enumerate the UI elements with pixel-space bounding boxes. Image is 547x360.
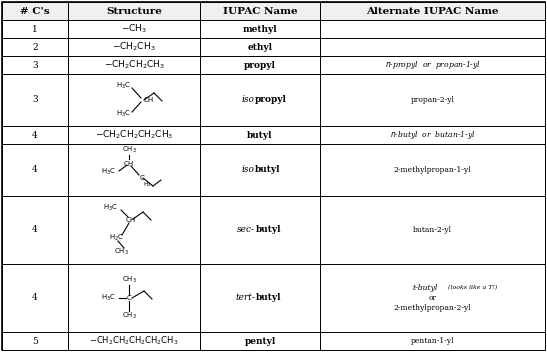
Text: butyl: butyl <box>247 130 273 139</box>
Text: (looks like a T!): (looks like a T!) <box>447 285 497 291</box>
Text: $\mathrm{C}$: $\mathrm{C}$ <box>139 174 145 183</box>
Text: Structure: Structure <box>106 6 162 15</box>
Text: $\mathrm{CH}$: $\mathrm{CH}$ <box>143 95 154 104</box>
Bar <box>320 2 545 20</box>
Text: $\mathrm{CH}$: $\mathrm{CH}$ <box>123 158 135 167</box>
Text: sec-: sec- <box>237 225 255 234</box>
Text: butyl: butyl <box>256 225 282 234</box>
Text: $\mathrm{C}$: $\mathrm{C}$ <box>126 293 132 302</box>
Text: 2-methylpropan-1-yl: 2-methylpropan-1-yl <box>394 166 472 174</box>
Bar <box>2 56 68 74</box>
Bar <box>200 126 320 144</box>
Text: 1: 1 <box>32 24 38 33</box>
Text: 3: 3 <box>32 95 38 104</box>
Text: $n$-butyl  or  butan-1-yl: $n$-butyl or butan-1-yl <box>389 129 475 141</box>
Text: butyl: butyl <box>255 166 281 175</box>
Bar <box>68 264 200 332</box>
Bar <box>200 196 320 264</box>
Bar <box>200 332 320 350</box>
Text: 2-methylpropan-2-yl: 2-methylpropan-2-yl <box>394 304 472 312</box>
Bar <box>68 126 200 144</box>
Text: 2: 2 <box>32 42 38 51</box>
Text: 3: 3 <box>32 60 38 69</box>
Text: 4: 4 <box>32 225 38 234</box>
Text: $\mathrm{H_3C}$: $\mathrm{H_3C}$ <box>101 293 117 303</box>
Bar <box>200 74 320 126</box>
Bar <box>68 20 200 38</box>
Text: butyl: butyl <box>256 293 282 302</box>
Bar <box>320 196 545 264</box>
Text: Alternate IUPAC Name: Alternate IUPAC Name <box>366 6 499 15</box>
Text: methyl: methyl <box>243 24 277 33</box>
Text: iso: iso <box>241 166 254 175</box>
Bar <box>200 144 320 196</box>
Bar <box>68 144 200 196</box>
Text: $\mathrm{H_3C}$: $\mathrm{H_3C}$ <box>117 109 131 119</box>
Text: pentyl: pentyl <box>245 337 276 346</box>
Text: $\mathrm{CH_3}$: $\mathrm{CH_3}$ <box>121 275 136 285</box>
Bar <box>2 332 68 350</box>
Bar <box>320 38 545 56</box>
Bar <box>320 264 545 332</box>
Bar <box>200 56 320 74</box>
Bar <box>320 144 545 196</box>
Bar <box>2 20 68 38</box>
Text: or: or <box>428 294 437 302</box>
Text: butan-2-yl: butan-2-yl <box>413 226 452 234</box>
Text: $-\mathrm{CH_2CH_2CH_3}$: $-\mathrm{CH_2CH_2CH_3}$ <box>103 59 165 71</box>
Bar <box>68 2 200 20</box>
Bar <box>200 20 320 38</box>
Text: $n$-propyl  or  propan-1-yl: $n$-propyl or propan-1-yl <box>385 59 480 71</box>
Bar <box>68 38 200 56</box>
Text: $\mathrm{CH_3}$: $\mathrm{CH_3}$ <box>121 311 136 321</box>
Bar <box>2 264 68 332</box>
Text: pentan-1-yl: pentan-1-yl <box>411 337 454 345</box>
Bar <box>320 332 545 350</box>
Text: # C's: # C's <box>20 6 50 15</box>
Bar <box>2 126 68 144</box>
Bar <box>2 196 68 264</box>
Text: 4: 4 <box>32 130 38 139</box>
Text: tert-: tert- <box>235 293 255 302</box>
Bar <box>320 126 545 144</box>
Text: 4: 4 <box>32 166 38 175</box>
Bar <box>320 56 545 74</box>
Bar <box>2 74 68 126</box>
Text: $-\mathrm{CH_2CH_2CH_2CH_3}$: $-\mathrm{CH_2CH_2CH_2CH_3}$ <box>95 129 173 141</box>
Text: $\mathrm{CH_3}$: $\mathrm{CH_3}$ <box>114 247 129 257</box>
Text: ethyl: ethyl <box>247 42 272 51</box>
Text: propan-2-yl: propan-2-yl <box>411 96 455 104</box>
Bar <box>2 144 68 196</box>
Text: propyl: propyl <box>255 95 287 104</box>
Bar <box>200 2 320 20</box>
Text: $-\mathrm{CH_3}$: $-\mathrm{CH_3}$ <box>121 23 147 35</box>
Bar <box>68 196 200 264</box>
Bar <box>2 38 68 56</box>
Bar <box>200 264 320 332</box>
Text: 4: 4 <box>32 293 38 302</box>
Text: $\mathrm{CH}$: $\mathrm{CH}$ <box>125 216 137 225</box>
Text: t-butyl: t-butyl <box>412 284 438 292</box>
Text: $-\mathrm{CH_2CH_3}$: $-\mathrm{CH_2CH_3}$ <box>112 41 156 53</box>
Text: iso: iso <box>241 95 254 104</box>
Bar <box>68 332 200 350</box>
Text: $\mathrm{H_3C}$: $\mathrm{H_3C}$ <box>117 81 131 91</box>
Text: $\mathrm{H_2C}$: $\mathrm{H_2C}$ <box>109 233 125 243</box>
Text: $\mathrm{H_3C}$: $\mathrm{H_3C}$ <box>103 203 119 213</box>
Bar <box>320 74 545 126</box>
Text: $\mathrm{H_2}$: $\mathrm{H_2}$ <box>143 181 153 189</box>
Text: propyl: propyl <box>244 60 276 69</box>
Bar <box>2 2 68 20</box>
Text: 5: 5 <box>32 337 38 346</box>
Text: IUPAC Name: IUPAC Name <box>223 6 298 15</box>
Text: $\mathrm{H_3C}$: $\mathrm{H_3C}$ <box>101 167 117 177</box>
Bar <box>320 20 545 38</box>
Bar <box>68 56 200 74</box>
Bar <box>200 38 320 56</box>
Text: $-\mathrm{CH_2CH_2CH_2CH_2CH_3}$: $-\mathrm{CH_2CH_2CH_2CH_2CH_3}$ <box>89 335 179 347</box>
Text: $\mathrm{CH_3}$: $\mathrm{CH_3}$ <box>121 145 136 155</box>
Bar <box>68 74 200 126</box>
